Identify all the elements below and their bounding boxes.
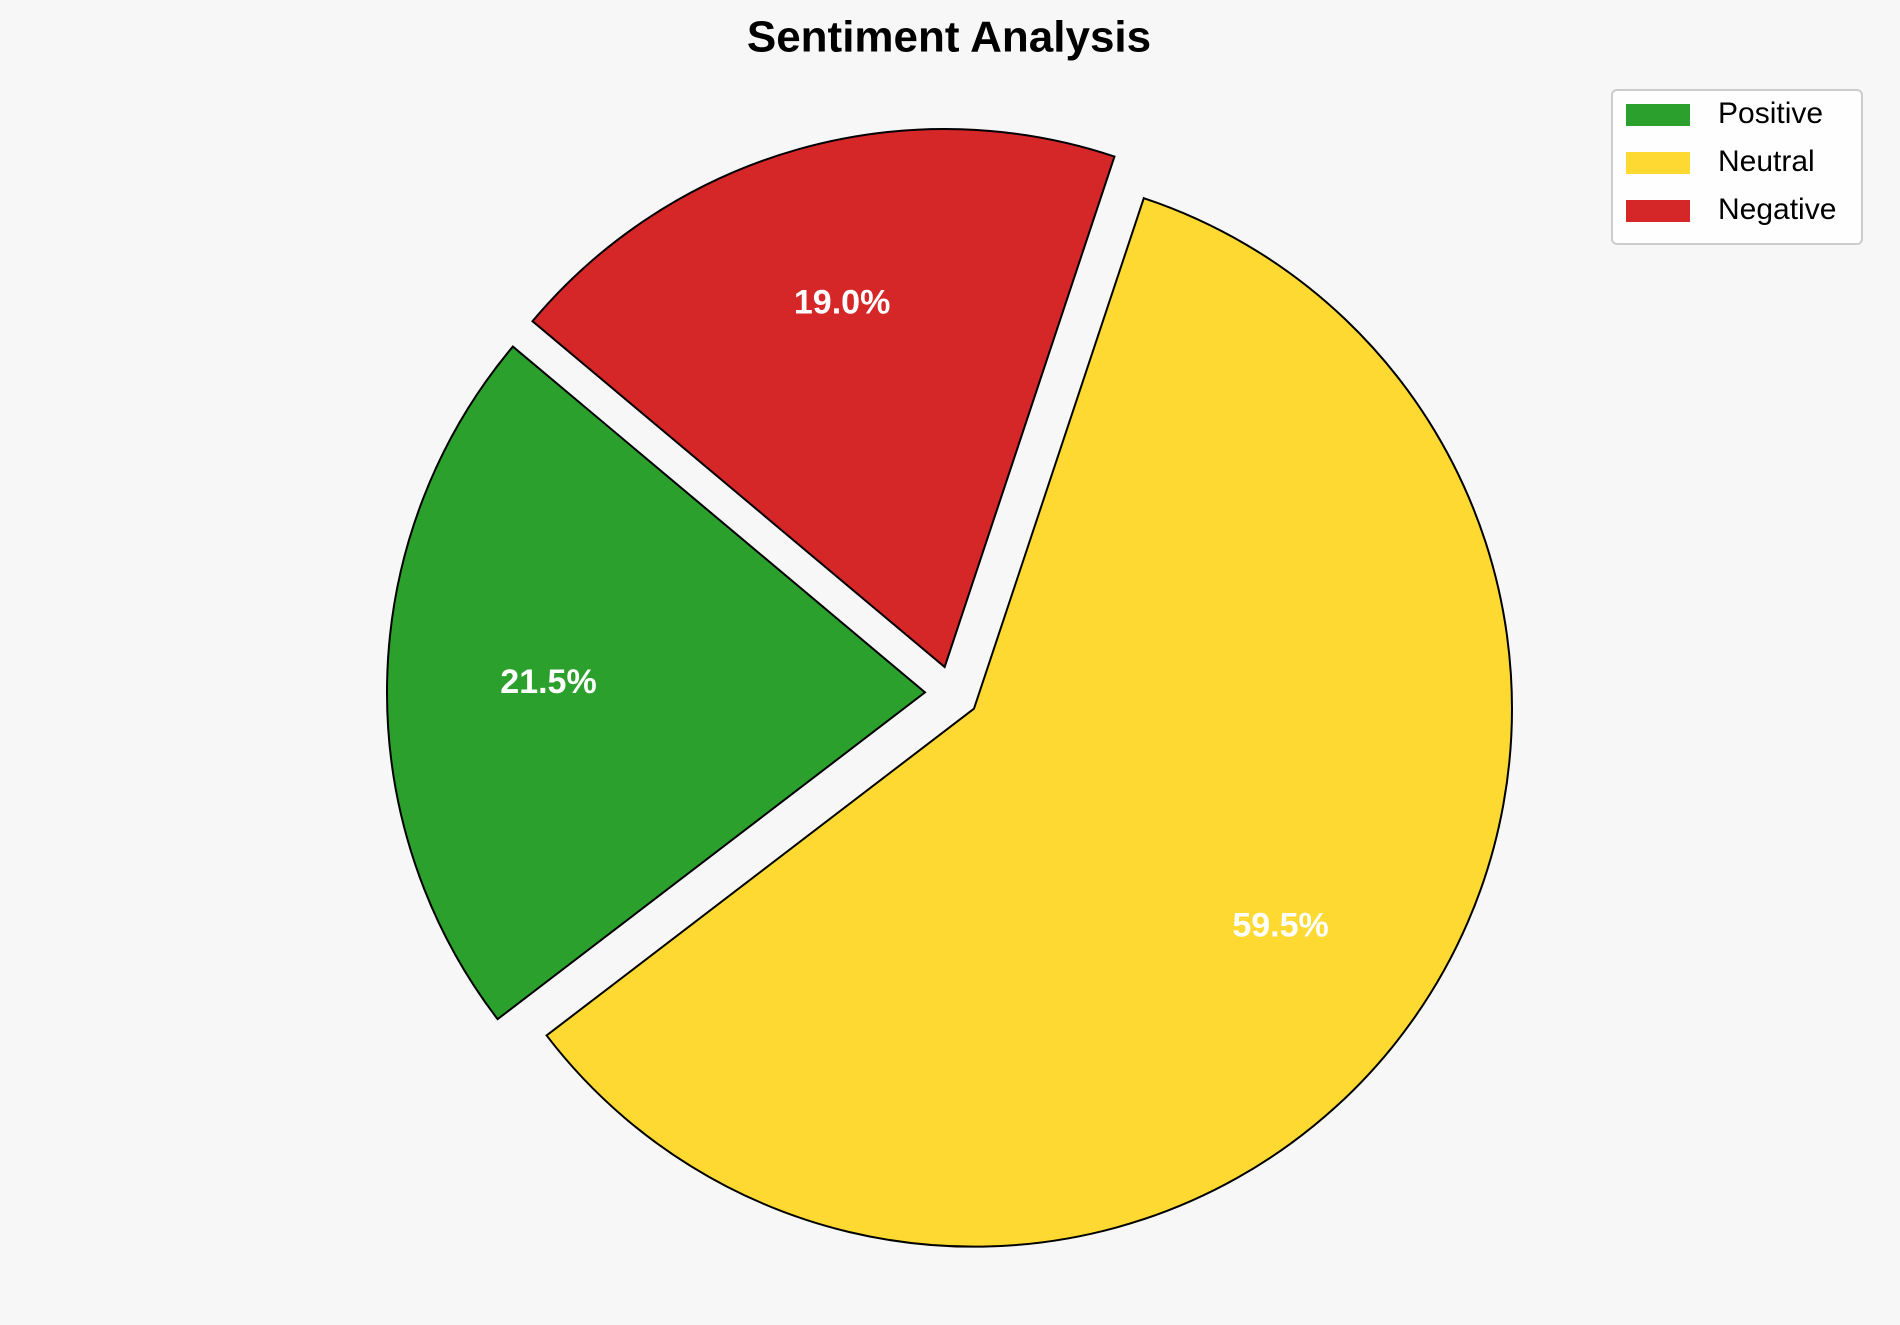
legend-label: Neutral (1718, 145, 1815, 178)
legend-label: Negative (1718, 193, 1836, 226)
pie-slice (545, 196, 1513, 1248)
legend-swatch (1626, 152, 1690, 174)
chart-title: Sentiment Analysis (747, 13, 1151, 62)
pie-slice (531, 128, 1116, 669)
pie-slice (386, 345, 927, 1021)
legend-swatch (1626, 200, 1690, 222)
legend-label: Positive (1718, 97, 1823, 130)
data-label: 21.5% (500, 663, 596, 701)
legend-swatch (1626, 104, 1690, 126)
data-label: 19.0% (794, 284, 890, 322)
data-label: 59.5% (1232, 906, 1328, 944)
